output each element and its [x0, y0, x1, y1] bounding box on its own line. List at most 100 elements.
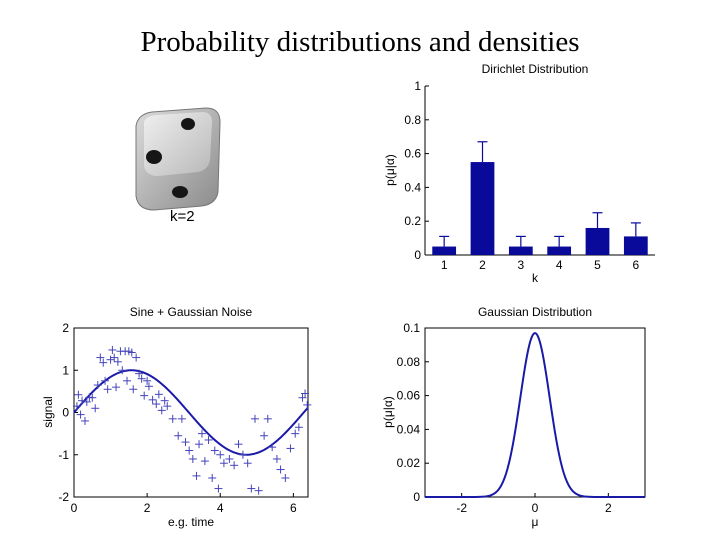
noise-point: [140, 391, 149, 400]
y-axis-label: signal: [41, 396, 55, 427]
noise-point: [76, 410, 85, 419]
die-icon: [135, 107, 221, 211]
noise-point: [301, 389, 310, 398]
x-axis-label: μ: [532, 515, 539, 529]
gaussian-curve: [425, 331, 645, 498]
bar: [470, 162, 495, 255]
noise-point: [103, 385, 112, 394]
noise-point: [298, 393, 307, 402]
noise-point: [276, 465, 285, 474]
noise-point: [78, 396, 87, 405]
chart-title: Dirichlet Distribution: [482, 62, 589, 76]
noise-point: [101, 376, 110, 385]
x-tick-label: 6: [290, 501, 297, 515]
noise-point: [113, 357, 122, 366]
noise-point: [243, 459, 252, 468]
bar: [508, 246, 533, 255]
noise-point: [263, 414, 272, 423]
noise-point: [214, 484, 223, 493]
y-tick-label: 0.02: [397, 456, 421, 470]
noise-point: [132, 353, 141, 362]
noise-point: [106, 355, 115, 364]
x-tick-label: 5: [594, 258, 601, 272]
noise-point: [96, 353, 105, 362]
noise-point: [143, 376, 152, 385]
noise-point: [272, 454, 281, 463]
noise-point: [88, 393, 97, 402]
noise-point: [268, 443, 277, 452]
y-axis-label: p(μ|α): [383, 154, 397, 186]
noise-point: [208, 473, 217, 482]
x-tick-label: 4: [556, 258, 563, 272]
x-tick-label: 4: [217, 501, 224, 515]
noise-point: [91, 404, 100, 413]
x-tick-label: 6: [632, 258, 639, 272]
noise-point: [152, 400, 161, 409]
noise-point: [72, 402, 81, 411]
noise-point: [177, 414, 186, 423]
noise-point: [188, 454, 197, 463]
noise-point: [225, 454, 234, 463]
bar: [623, 236, 648, 255]
noise-point: [135, 369, 144, 378]
y-tick-label: 1: [62, 363, 69, 377]
noise-point: [74, 390, 83, 399]
y-tick-label: 0.06: [397, 389, 421, 403]
x-axis-label: k: [532, 271, 539, 285]
y-tick-label: 0: [62, 406, 69, 420]
noise-point: [238, 450, 247, 459]
x-tick-label: 1: [441, 258, 448, 272]
x-tick-label: 2: [479, 258, 486, 272]
y-axis-label: p(μ|α): [381, 396, 395, 428]
noise-point: [154, 390, 163, 399]
noise-point: [197, 429, 206, 438]
noise-point: [192, 471, 201, 480]
y-tick-label: 0.6: [404, 147, 421, 161]
y-tick-label: 0: [413, 490, 420, 504]
y-tick-label: 0.04: [397, 422, 421, 436]
noise-point: [82, 397, 91, 406]
y-tick-label: 1: [414, 79, 421, 93]
noise-point: [303, 400, 312, 409]
noise-point: [163, 402, 172, 411]
bar: [432, 246, 457, 255]
x-tick-label: 0: [71, 501, 78, 515]
slide-title: Probability distributions and densities: [140, 26, 580, 58]
die-image: [128, 100, 228, 216]
y-tick-label: 0.4: [404, 180, 421, 194]
noise-point: [160, 396, 169, 405]
noise-point: [110, 353, 119, 362]
noise-point: [247, 484, 256, 493]
noise-point: [148, 395, 157, 404]
x-tick-label: 2: [144, 501, 151, 515]
noise-point: [216, 450, 225, 459]
noise-point: [181, 438, 190, 447]
chart-title: Gaussian Distribution: [478, 305, 592, 319]
noise-point: [108, 345, 117, 354]
y-tick-label: 0.1: [403, 321, 420, 335]
noise-point: [144, 382, 153, 391]
noise-point: [99, 358, 108, 367]
noise-point: [200, 457, 209, 466]
noise-point: [185, 446, 194, 455]
noise-point: [168, 414, 177, 423]
noise-point: [210, 446, 219, 455]
plot-frame: [424, 327, 646, 498]
noise-point: [204, 435, 213, 444]
noise-point: [127, 348, 136, 357]
noise-point: [123, 376, 132, 385]
x-tick-label: -2: [456, 501, 467, 515]
x-tick-label: 3: [517, 258, 524, 272]
x-tick-label: 0: [532, 501, 539, 515]
y-tick-label: 0.8: [404, 113, 421, 127]
bar: [585, 227, 610, 255]
noise-point: [118, 366, 127, 375]
y-tick-label: 0: [414, 248, 421, 262]
noise-point: [234, 440, 243, 449]
noise-point: [80, 416, 89, 425]
x-axis-label: e.g. time: [168, 515, 214, 529]
noise-point: [93, 381, 102, 390]
